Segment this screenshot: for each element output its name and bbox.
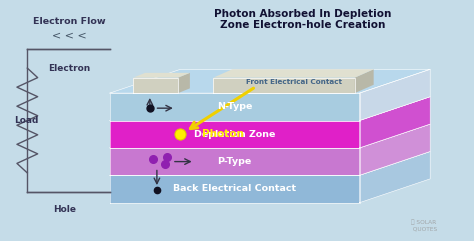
Polygon shape bbox=[110, 124, 430, 148]
Polygon shape bbox=[110, 120, 359, 148]
Text: Electron: Electron bbox=[49, 64, 91, 73]
Polygon shape bbox=[213, 69, 374, 78]
Polygon shape bbox=[133, 78, 178, 93]
Text: Electron Flow: Electron Flow bbox=[33, 17, 106, 26]
Polygon shape bbox=[133, 73, 190, 78]
Text: Front Electrical Contact: Front Electrical Contact bbox=[246, 79, 342, 85]
Text: < < <: < < < bbox=[52, 31, 87, 41]
Polygon shape bbox=[110, 148, 359, 175]
Text: Photon Absorbed In Depletion
Zone Electron-hole Creation: Photon Absorbed In Depletion Zone Electr… bbox=[214, 8, 392, 30]
Polygon shape bbox=[110, 93, 359, 120]
Polygon shape bbox=[359, 69, 430, 120]
Polygon shape bbox=[213, 78, 355, 93]
Polygon shape bbox=[359, 97, 430, 148]
Text: Hole: Hole bbox=[54, 205, 76, 214]
Polygon shape bbox=[359, 124, 430, 175]
Text: Photon: Photon bbox=[201, 129, 244, 139]
Polygon shape bbox=[178, 73, 190, 93]
Text: Ⓜ SOLAR
  QUOTES: Ⓜ SOLAR QUOTES bbox=[409, 220, 437, 231]
Polygon shape bbox=[110, 152, 430, 175]
Text: Back Electrical Contact: Back Electrical Contact bbox=[173, 185, 296, 194]
Polygon shape bbox=[110, 69, 430, 93]
Text: P-Type: P-Type bbox=[218, 157, 252, 166]
Text: N-Type: N-Type bbox=[217, 102, 252, 111]
Polygon shape bbox=[110, 175, 359, 203]
Polygon shape bbox=[359, 152, 430, 203]
Polygon shape bbox=[110, 97, 430, 120]
Text: Depletion Zone: Depletion Zone bbox=[194, 130, 275, 139]
Polygon shape bbox=[355, 69, 374, 93]
Text: Load: Load bbox=[15, 116, 39, 125]
